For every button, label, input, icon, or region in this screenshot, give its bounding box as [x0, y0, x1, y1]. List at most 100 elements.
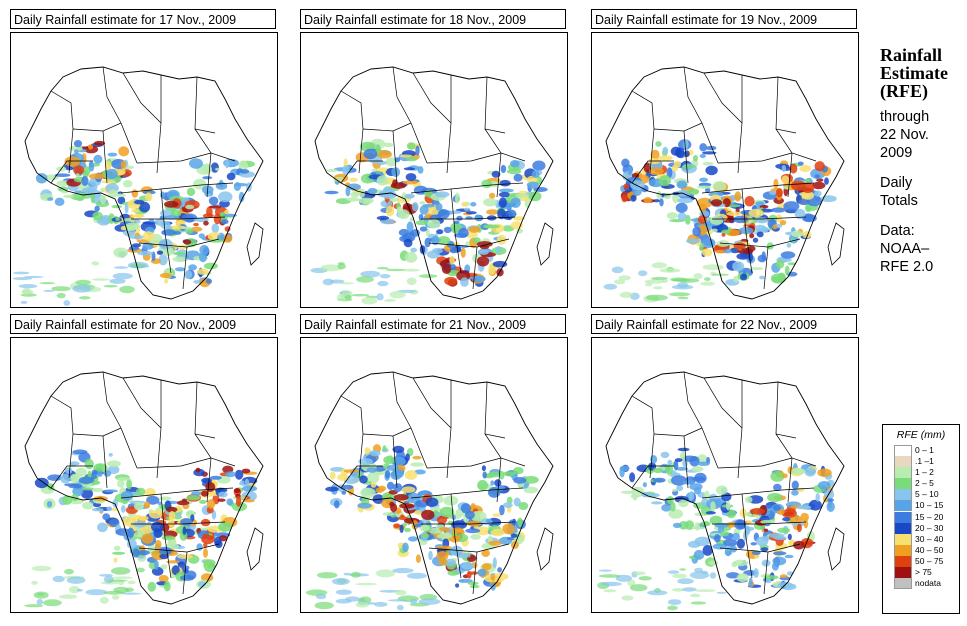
rainfall-patch	[794, 208, 806, 220]
rainfall-patch	[117, 479, 125, 488]
rainfall-patch	[166, 506, 178, 513]
rainfall-patch	[493, 573, 509, 581]
rainfall-patch	[357, 502, 372, 509]
rainfall-patch	[224, 209, 230, 215]
ocean-rainfall-patch	[598, 574, 621, 578]
rainfall-patch	[485, 519, 492, 523]
ocean-rainfall-patch	[64, 568, 74, 575]
rainfall-patch	[99, 195, 107, 205]
rainfall-patch	[782, 517, 791, 522]
rainfall-patch	[148, 510, 163, 519]
rainfall-patch	[385, 157, 398, 167]
rainfall-patch	[734, 519, 747, 530]
legend-label: 15 – 20	[915, 511, 944, 522]
rainfall-map	[10, 32, 278, 308]
rainfall-patch	[710, 215, 724, 225]
country-border	[392, 66, 412, 124]
map-panel-title: Daily Rainfall estimate for 21 Nov., 200…	[300, 314, 566, 334]
rainfall-patch	[383, 142, 393, 148]
rainfall-patch	[684, 214, 691, 225]
rainfall-patch	[531, 170, 540, 179]
rainfall-patch	[233, 488, 241, 494]
rainfall-patch	[87, 144, 94, 150]
rainfall-patch	[106, 460, 121, 467]
rainfall-patch	[775, 188, 783, 198]
rainfall-patch	[366, 467, 378, 473]
ocean-rainfall-patch	[690, 601, 707, 605]
rainfall-patch	[402, 542, 409, 553]
rainfall-patch	[674, 458, 683, 463]
rainfall-patch	[677, 197, 693, 204]
rainfall-patch	[827, 498, 834, 502]
rainfall-patch	[213, 213, 222, 225]
rainfall-patch	[244, 478, 250, 487]
rainfall-patch	[116, 477, 131, 481]
rainfall-patch	[218, 521, 233, 532]
rainfall-patch	[666, 167, 673, 179]
rainfall-patch	[325, 486, 339, 492]
coastline	[24, 371, 264, 605]
ocean-rainfall-patch	[314, 601, 334, 610]
rainfall-patch	[494, 479, 502, 487]
ocean-rainfall-patch	[335, 589, 352, 595]
rainfall-patch	[642, 482, 647, 488]
rainfall-patch	[412, 455, 422, 460]
rainfall-patch	[770, 471, 785, 482]
country-border	[120, 182, 234, 194]
country-border	[206, 457, 212, 503]
rainfall-patch	[689, 483, 703, 491]
rainfall-patch	[371, 168, 378, 172]
rainfall-patch	[81, 488, 93, 499]
rainfall-patch	[748, 208, 764, 218]
ocean-rainfall-patch	[613, 279, 626, 285]
rainfall-patch	[711, 228, 718, 233]
rainfall-patch	[500, 164, 507, 174]
country-border	[102, 435, 108, 489]
legend-item: 20 – 30	[883, 522, 959, 534]
rainfall-patch	[787, 533, 792, 541]
rainfall-patch	[193, 178, 207, 190]
rainfall-patch	[748, 577, 753, 588]
through-date: through 22 Nov. 2009	[880, 108, 965, 162]
ocean-rainfall-patch	[361, 296, 378, 305]
rainfall-patch	[487, 487, 501, 498]
rainfall-patch	[621, 158, 630, 168]
rainfall-patch	[461, 562, 474, 570]
rainfall-patch	[70, 473, 82, 481]
rainfall-patch	[421, 533, 430, 539]
ocean-rainfall-patch	[114, 266, 129, 269]
rainfall-patch	[350, 191, 360, 198]
rainfall-patch	[775, 259, 785, 269]
rainfall-patch	[385, 205, 395, 217]
rainfall-patch	[761, 559, 771, 567]
rainfall-patch	[802, 231, 812, 239]
rainfall-patch	[476, 256, 490, 267]
rainfall-patch	[824, 177, 829, 185]
rainfall-patch	[240, 480, 245, 484]
ocean-rainfall-patch	[335, 598, 352, 604]
rainfall-patch	[733, 559, 749, 567]
ocean-rainfall-patch	[376, 267, 389, 270]
rainfall-patch	[506, 496, 513, 504]
rainfall-patch	[733, 275, 739, 283]
rainfall-patch	[421, 509, 435, 520]
country-border	[131, 216, 226, 220]
rainfall-patch	[629, 472, 636, 483]
country-border	[787, 152, 793, 198]
rainfall-patch	[358, 197, 374, 204]
rainfall-patch	[751, 550, 761, 556]
rainfall-patch	[88, 161, 95, 172]
rainfall-patch	[805, 206, 812, 213]
madagascar-outline	[536, 222, 554, 266]
legend-item: 10 – 15	[883, 500, 959, 512]
rainfall-patch	[675, 202, 688, 213]
ocean-rainfall-patch	[124, 587, 134, 593]
rainfall-patch	[451, 527, 464, 534]
rainfall-patch	[418, 213, 424, 221]
rainfall-patch	[359, 188, 366, 198]
rainfall-patch	[97, 522, 108, 533]
rainfall-patch	[659, 198, 664, 207]
rainfall-patch	[691, 466, 704, 473]
rainfall-patch	[801, 191, 815, 200]
